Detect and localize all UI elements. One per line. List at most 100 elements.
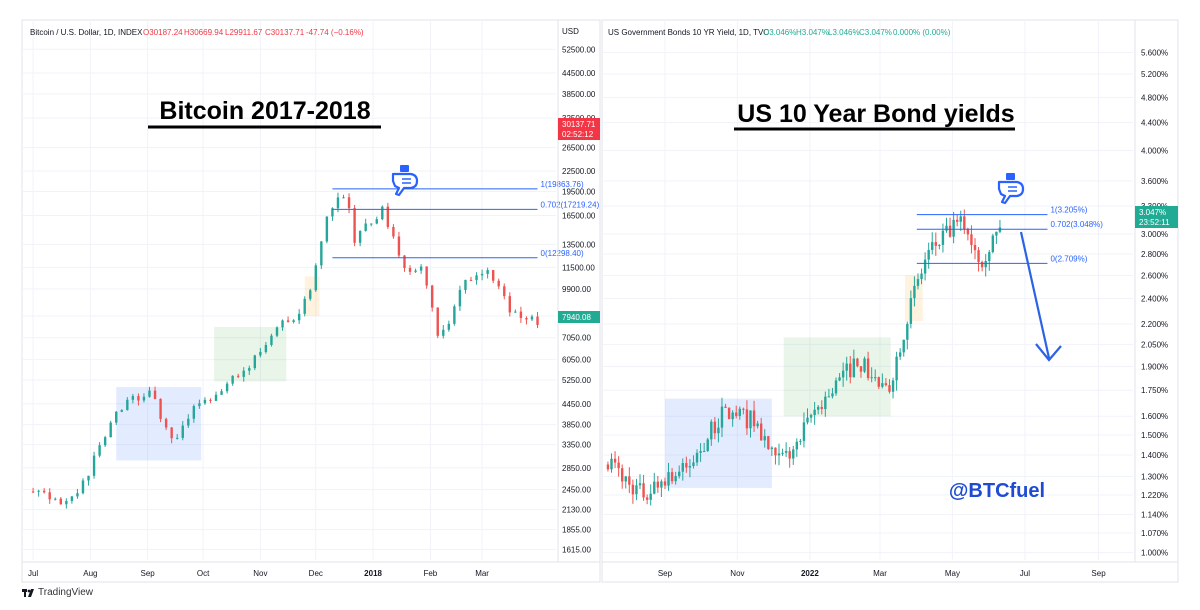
btc-candle-body-54	[331, 208, 334, 217]
btc-y-tick-2: 38500.00	[562, 90, 596, 99]
btc-candle-body-17	[126, 399, 129, 411]
bond-candle-body-92	[934, 242, 938, 246]
btc-candle-body-12	[98, 445, 101, 456]
btc-candle-body-79	[469, 279, 473, 281]
btc-candle-body-89	[525, 317, 528, 320]
btc-last-price-value: 7940.08	[562, 313, 591, 322]
btc-candles	[31, 192, 539, 509]
bond-candle-body-95	[945, 225, 948, 231]
bond-y-tick-17: 1.400%	[1141, 451, 1168, 460]
btc-candle-body-0	[31, 491, 35, 493]
btc-x-axis[interactable]: Jul Aug Sep Oct Nov Dec 2018 Feb Mar	[28, 569, 489, 578]
bond-candle-body-36	[735, 412, 738, 416]
btc-candle-body-24	[164, 418, 168, 428]
bond-candle-body-26	[699, 451, 702, 453]
bond-title: US 10 Year Bond yields	[737, 100, 1014, 128]
bond-candle-body-65	[838, 377, 841, 381]
tradingview-logo-icon	[22, 588, 34, 597]
btc-candle-body-22	[153, 390, 157, 399]
btc-fib: 1(19863.76) 0.702(17219.24) 0(12298.40)	[332, 180, 600, 259]
bond-y-tick-4: 4.000%	[1141, 146, 1168, 155]
btc-candle-body-72	[431, 285, 434, 308]
bond-price-tag-time: 23:52:11	[1139, 218, 1170, 227]
bond-candle-body-50	[784, 451, 788, 453]
bond-candle-body-27	[702, 451, 706, 453]
btc-candle-body-83	[491, 270, 495, 281]
btc-candle-body-91	[536, 316, 539, 325]
bond-candle-body-104	[977, 250, 980, 262]
btc-y-tick-22: 1615.00	[562, 545, 591, 554]
bond-candle-body-23	[688, 465, 692, 468]
tradingview-brand[interactable]: TradingView	[38, 587, 94, 598]
btc-candle-body-37	[236, 375, 240, 377]
bond-high-value: H3.047%	[796, 28, 829, 37]
bond-y-tick-11: 2.200%	[1141, 320, 1168, 329]
bond-candle-body-91	[931, 242, 934, 250]
bond-candle-body-54	[799, 440, 802, 442]
btc-candle-body-49	[303, 298, 306, 314]
bond-candle-body-72	[863, 358, 866, 372]
bond-candle-body-100	[963, 216, 966, 230]
bond-candle-body-39	[745, 409, 749, 429]
bond-candle-body-33	[724, 406, 727, 408]
bond-candle-body-68	[849, 363, 852, 378]
btc-candle-body-76	[453, 306, 456, 324]
btc-candle-body-85	[503, 286, 506, 297]
btc-low-value: L29911.67	[225, 28, 263, 37]
bond-zone-blue	[664, 398, 772, 488]
btc-y-tick-6: 19500.00	[562, 188, 596, 197]
btc-candle-body-20	[142, 396, 146, 401]
bond-candle-body-75	[874, 377, 877, 379]
btc-candle-body-48	[297, 313, 301, 321]
bond-candle-body-42	[756, 423, 759, 427]
bond-candles	[606, 209, 1002, 506]
bond-candle-body-82	[898, 352, 902, 357]
btc-candle-body-66	[397, 236, 401, 256]
bond-y-axis[interactable]: 5.600%5.200%4.800%4.400%4.000%3.600%3.30…	[1141, 49, 1168, 558]
btc-candle-body-26	[176, 437, 179, 439]
btc-x-tick-7: Feb	[423, 569, 437, 578]
bond-candle-body-40	[749, 410, 752, 429]
btc-y-tick-21: 1855.00	[562, 525, 591, 534]
btc-symbol-label[interactable]: Bitcoin / U.S. Dollar, 1D, INDEX	[30, 28, 143, 37]
btc-candle-body-62	[375, 219, 378, 224]
bond-price-tag-value: 3.047%	[1139, 208, 1166, 217]
btc-y-tick-15: 4450.00	[562, 400, 591, 409]
bond-candle-body-99	[959, 216, 962, 222]
btc-candle-body-88	[519, 311, 523, 318]
bond-candle-body-69	[852, 358, 856, 378]
btc-candle-body-32	[209, 399, 212, 401]
bond-candle-body-1	[610, 458, 613, 470]
bond-candle-body-97	[952, 219, 955, 237]
btc-y-tick-17: 3350.00	[562, 441, 591, 450]
btc-candle-body-61	[370, 223, 373, 225]
bond-symbol-label[interactable]: US Government Bonds 10 YR Yield, 1D, TVC	[608, 28, 769, 37]
btc-candle-body-35	[225, 383, 229, 392]
btc-candle-body-70	[419, 266, 423, 271]
btc-y-tick-19: 2450.00	[562, 486, 591, 495]
bond-candle-body-83	[902, 339, 905, 353]
btc-grid	[22, 20, 556, 560]
bond-fib-label-2: 0(2.709%)	[1050, 254, 1087, 263]
bond-x-tick-5: Jul	[1020, 569, 1030, 578]
btc-price-tag	[558, 118, 600, 140]
bond-fib-label-1: 0.702(3.048%)	[1050, 220, 1103, 229]
bond-candle-body-35	[731, 412, 734, 420]
btc-candle-body-67	[403, 255, 406, 269]
bond-y-tick-18: 1.300%	[1141, 473, 1168, 482]
btc-zone-green	[214, 326, 287, 382]
bond-fib: 1(3.205%) 0.702(3.048%) 0(2.709%)	[916, 206, 1103, 264]
btc-candle-body-4	[54, 498, 57, 500]
bond-candle-body-78	[884, 383, 888, 386]
bond-candle-body-101	[966, 229, 970, 235]
bond-candle-body-67	[845, 363, 848, 371]
bond-candle-body-105	[980, 261, 984, 268]
btc-candle-body-15	[115, 411, 118, 423]
bond-candle-body-55	[802, 422, 806, 441]
bond-fib-label-0: 1(3.205%)	[1050, 206, 1087, 215]
btc-x-tick-6: 2018	[364, 569, 382, 578]
bond-candle-body-14	[656, 481, 660, 488]
bond-candle-body-109	[995, 231, 998, 236]
bond-x-axis[interactable]: Sep Nov 2022 Mar May Jul Sep	[658, 569, 1106, 578]
btc-candle-body-84	[497, 280, 500, 287]
